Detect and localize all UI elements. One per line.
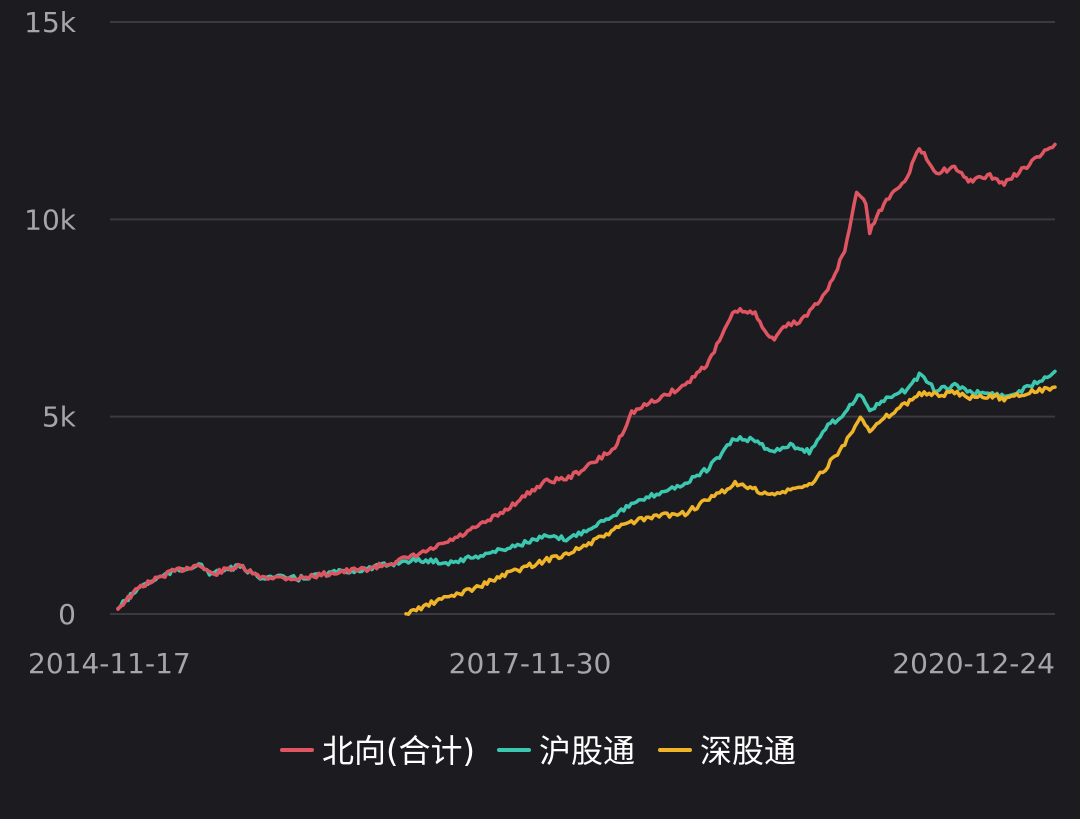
grid-layer bbox=[110, 21, 1055, 615]
x-tick-label: 2017-11-30 bbox=[449, 647, 612, 680]
series-line-1 bbox=[116, 369, 1057, 611]
series-line-2 bbox=[404, 385, 1057, 616]
y-tick-label: 15k bbox=[24, 6, 77, 39]
legend-label-1: 沪股通 bbox=[539, 732, 635, 770]
series-layer bbox=[116, 142, 1057, 616]
y-axis-ticks: 0 5k 10k 15k bbox=[24, 6, 77, 631]
legend: 北向(合计) 沪股通 深股通 bbox=[280, 732, 796, 770]
legend-label-2: 深股通 bbox=[700, 732, 796, 770]
x-tick-label: 2020-12-24 bbox=[892, 647, 1055, 680]
x-axis-ticks: 2014-11-17 2017-11-30 2020-12-24 bbox=[28, 647, 1055, 680]
series-line-0 bbox=[116, 142, 1057, 611]
y-tick-label: 5k bbox=[42, 401, 77, 434]
x-tick-label: 2014-11-17 bbox=[28, 647, 191, 680]
legend-label-0: 北向(合计) bbox=[322, 732, 475, 770]
y-tick-label: 10k bbox=[24, 203, 77, 236]
y-tick-label: 0 bbox=[58, 598, 76, 631]
